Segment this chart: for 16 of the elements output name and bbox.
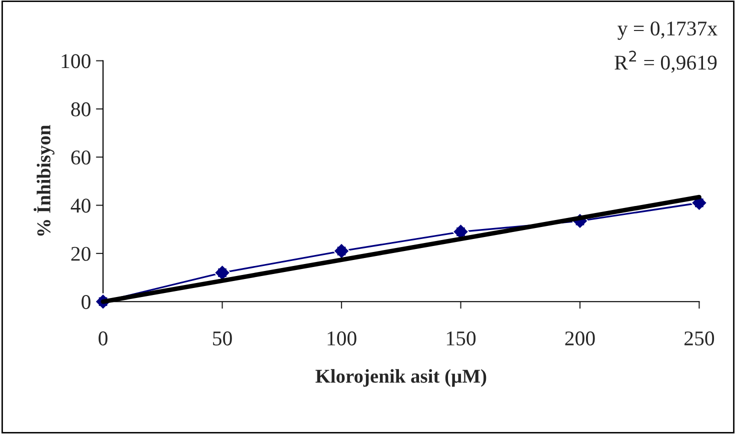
annotation: R$^{2}$ = 0,9619	[614, 50, 717, 73]
x-tick-label: 200	[565, 331, 595, 346]
text: y = 0,1737x	[618, 21, 718, 40]
y-tick-label: 100	[62, 54, 90, 68]
x-tick-label: 50	[213, 331, 232, 346]
y-axis-title: % İnhibisyon	[34, 125, 54, 236]
x-tick-label: 250	[684, 331, 714, 346]
y-tick-label: 60	[71, 150, 90, 165]
y-tick-label: 40	[70, 198, 90, 213]
x-tick-label: 100	[328, 331, 356, 346]
x-tick-label: 150	[446, 331, 476, 346]
y-tick-label: 80	[71, 102, 90, 116]
y-tick-label: 20	[71, 246, 90, 261]
x-tick-label: 0	[98, 331, 108, 346]
x-axis-title: Klorojenik asit (µM)	[316, 369, 486, 387]
y-tick-label: 0	[82, 295, 90, 310]
